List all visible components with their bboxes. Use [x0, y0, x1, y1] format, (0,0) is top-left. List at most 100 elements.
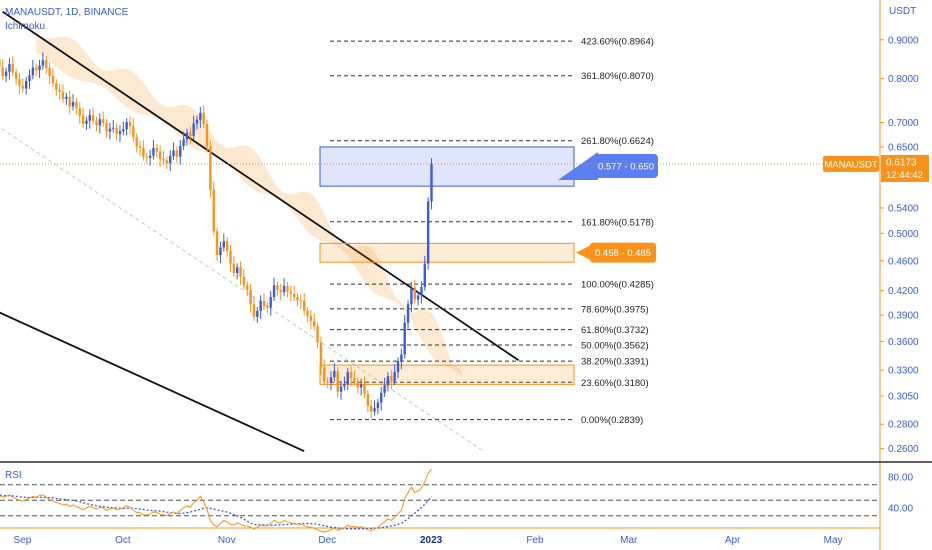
time-axis[interactable]: Sep Oct Nov Dec 2023 Feb Mar Apr May: [14, 535, 843, 546]
zone-callout-label: 0.577 - 0.650: [598, 161, 654, 172]
candle-body: [45, 60, 48, 69]
candle-body: [18, 78, 21, 87]
candle-body: [249, 289, 252, 305]
rsi-ma-line: [0, 494, 432, 530]
symbol-title[interactable]: MANAUSDT, 1D, BINANCE: [5, 7, 129, 18]
candle-body: [122, 129, 125, 132]
candle-body: [102, 119, 105, 124]
candle-body: [179, 145, 182, 157]
candle-body: [239, 267, 242, 277]
ichimoku-cloud: [36, 33, 462, 377]
candle-body: [1, 67, 4, 77]
rsi-title[interactable]: RSI: [5, 470, 22, 481]
candle-body: [38, 65, 41, 71]
price-axis[interactable]: 0.9000 0.8000 0.7000 0.6500 0.5400 0.5000 0.46…: [880, 35, 919, 455]
fib-level-label: 78.60%(0.3975): [581, 304, 649, 315]
candle-body: [349, 372, 353, 379]
candle-body: [242, 276, 246, 286]
rsi-tick-label: 80.00: [888, 473, 913, 484]
currency-label: USDT: [889, 6, 916, 17]
candle-body: [21, 86, 24, 89]
price-tick-label: 0.7000: [888, 118, 919, 129]
fib-level-label: 0.00%(0.2839): [581, 415, 643, 426]
candle-body: [58, 89, 61, 93]
candle-body: [390, 376, 393, 382]
candle-body: [396, 361, 400, 373]
candle-body: [105, 123, 108, 132]
trendline-0: [2, 11, 520, 362]
candle-body: [152, 147, 155, 156]
candle-body: [222, 241, 225, 248]
symbol-price-tag: [823, 155, 879, 172]
candle-body: [333, 371, 336, 378]
candle-body: [326, 381, 329, 383]
candle-body: [303, 301, 306, 311]
time-tick-label: Feb: [526, 535, 544, 546]
candle-body: [373, 408, 376, 412]
candle-body: [98, 119, 102, 126]
candle-body: [306, 310, 309, 316]
fib-level-label: 38.20%(0.3391): [581, 357, 649, 368]
candle-body: [236, 267, 239, 274]
time-tick-label: Sep: [14, 535, 32, 546]
candle-body: [426, 201, 430, 264]
candle-body: [313, 321, 316, 327]
cloud-area: [36, 33, 462, 377]
candle-body: [400, 354, 403, 362]
candle-body: [215, 231, 219, 256]
candle-body: [125, 122, 128, 130]
price-tick-label: 0.8000: [888, 74, 919, 85]
candle-body: [276, 285, 279, 290]
candle-body: [252, 304, 256, 317]
candle-body: [225, 241, 229, 251]
time-tick-label: May: [824, 535, 843, 546]
candle-body: [81, 115, 85, 124]
candle-body: [363, 384, 366, 394]
fib-level-label: 261.80%(0.6624): [581, 136, 654, 147]
candle-body: [31, 67, 35, 76]
candle-body: [91, 115, 95, 121]
candle-body: [48, 68, 51, 77]
candle-body: [189, 132, 192, 136]
symbol-price-tag-label: MANAUSDT: [824, 159, 878, 170]
candle-body: [4, 71, 8, 77]
candle-body: [292, 293, 296, 298]
candle-body: [135, 137, 138, 147]
fib-level-label: 61.80%(0.3732): [581, 325, 649, 336]
candle-body: [413, 287, 416, 300]
candle-body: [359, 384, 363, 388]
candle-body: [202, 112, 205, 124]
zone-box-support: [319, 364, 575, 385]
price-tick-label: 0.4200: [888, 286, 919, 297]
candle-body: [75, 102, 78, 109]
candle-body: [148, 155, 152, 158]
candle-body: [155, 147, 158, 152]
candle-body: [262, 301, 266, 306]
candles: [0, 52, 433, 420]
candle-body: [0, 59, 1, 68]
candle-body: [212, 189, 215, 232]
indicator-name[interactable]: Ichimoku: [5, 21, 45, 32]
price-tick-label: 0.5400: [888, 203, 919, 214]
fib-level-label: 423.60%(0.8964): [581, 37, 654, 48]
candle-body: [85, 120, 88, 124]
candle-body: [356, 381, 359, 388]
candle-body: [61, 92, 65, 99]
candle-body: [192, 123, 195, 136]
candle-body: [35, 67, 38, 71]
candle-body: [319, 342, 323, 368]
candle-body: [323, 367, 326, 382]
candle-body: [416, 295, 420, 300]
zone-callout-pointer: [558, 151, 598, 180]
candle-body: [383, 385, 386, 393]
candle-body: [343, 384, 346, 387]
candle-body: [423, 263, 426, 287]
price-tick-label: 0.2600: [888, 444, 919, 455]
candle-body: [420, 286, 423, 296]
candle-body: [403, 322, 406, 355]
candle-body: [269, 297, 272, 308]
zone-callout-box: [590, 242, 656, 263]
